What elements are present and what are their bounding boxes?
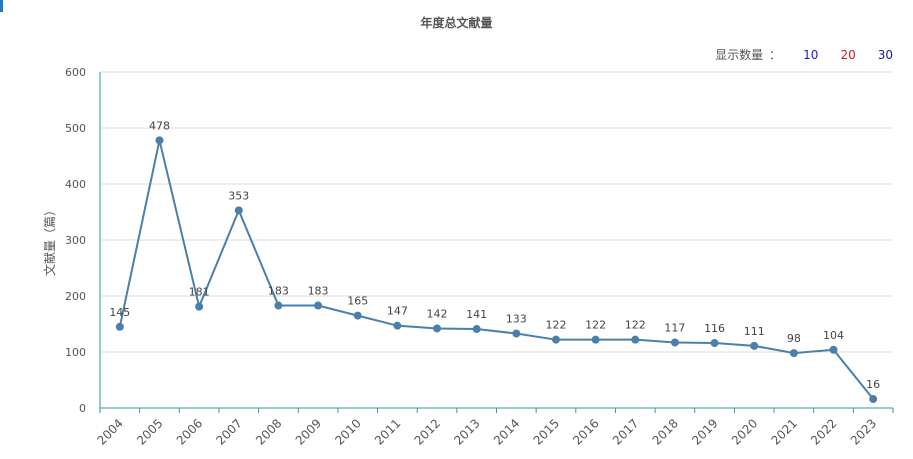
x-tick-2008: 2008 xyxy=(253,416,284,447)
series-line xyxy=(118,140,874,400)
data-point-2006 xyxy=(195,302,204,311)
data-point-2020 xyxy=(750,341,759,350)
display-count-option-10[interactable]: 10 xyxy=(803,47,819,62)
y-tick-500: 500 xyxy=(65,122,86,135)
display-count-option-30[interactable]: 30 xyxy=(877,47,893,62)
data-point-2009 xyxy=(314,301,323,310)
data-label-2005: 478 xyxy=(149,119,170,132)
data-label-2022: 104 xyxy=(823,329,844,342)
series-volume xyxy=(115,136,878,404)
x-tick-2018: 2018 xyxy=(650,416,681,447)
data-point-2007 xyxy=(234,206,243,215)
data-label-2016: 122 xyxy=(585,319,606,332)
y-tick-labels: 0 100 200 300 400 500 600 xyxy=(65,66,86,415)
data-label-2015: 122 xyxy=(545,319,566,332)
data-point-2011 xyxy=(393,321,402,330)
display-count-separator: ： xyxy=(769,48,782,62)
y-tick-300: 300 xyxy=(65,234,86,247)
data-label-2012: 142 xyxy=(427,307,448,320)
data-point-2005 xyxy=(155,136,164,145)
axes xyxy=(99,72,894,413)
x-tick-2019: 2019 xyxy=(689,416,720,447)
x-tick-2012: 2012 xyxy=(412,416,443,447)
display-count-option-20[interactable]: 20 xyxy=(840,47,856,62)
data-label-2020: 111 xyxy=(744,325,765,338)
data-point-2022 xyxy=(829,345,838,354)
data-point-2014 xyxy=(512,329,521,338)
data-label-2010: 165 xyxy=(347,295,368,308)
chart-title: 年度总文献量 xyxy=(420,16,493,30)
data-label-2008: 183 xyxy=(268,285,289,298)
data-point-2010 xyxy=(353,311,362,320)
x-tick-2015: 2015 xyxy=(531,416,562,447)
y-tick-600: 600 xyxy=(65,66,86,79)
y-tick-100: 100 xyxy=(65,346,86,359)
x-tick-2006: 2006 xyxy=(174,416,205,447)
x-tick-2005: 2005 xyxy=(134,416,165,447)
data-label-2019: 116 xyxy=(704,322,725,335)
data-point-2004 xyxy=(115,322,124,331)
data-point-2021 xyxy=(789,349,798,358)
x-tick-2023: 2023 xyxy=(848,416,879,447)
x-tick-2010: 2010 xyxy=(332,416,363,447)
x-tick-2007: 2007 xyxy=(213,416,244,447)
y-tick-200: 200 xyxy=(65,290,86,303)
data-label-2021: 98 xyxy=(787,332,801,345)
data-point-2013 xyxy=(472,325,481,334)
y-tick-400: 400 xyxy=(65,178,86,191)
x-tick-2009: 2009 xyxy=(293,416,324,447)
x-tick-2021: 2021 xyxy=(768,416,799,447)
display-count-label: 显示数量 xyxy=(715,48,764,62)
data-label-2004: 145 xyxy=(109,306,130,319)
data-labels: 145 478 181 353 183 183 165 147 142 141 133 122 122 1… xyxy=(109,119,880,391)
display-count-selector: 显示数量 ： 10 20 30 xyxy=(715,46,893,63)
data-label-2023: 16 xyxy=(866,378,880,391)
grid-lines xyxy=(100,71,893,353)
data-point-2018 xyxy=(670,338,679,347)
data-label-2009: 183 xyxy=(308,285,329,298)
data-point-2008 xyxy=(274,301,283,310)
x-tick-labels: 2004 2005 2006 2007 2008 2009 2010 2011 2012 2013… xyxy=(94,416,879,447)
data-label-2007: 353 xyxy=(228,189,249,202)
data-point-2023 xyxy=(869,395,878,404)
x-tick-2022: 2022 xyxy=(808,416,839,447)
corner-marker xyxy=(0,0,3,12)
x-tick-2020: 2020 xyxy=(729,416,760,447)
data-label-2013: 141 xyxy=(466,308,487,321)
data-label-2006: 181 xyxy=(189,286,210,299)
data-label-2014: 133 xyxy=(506,313,527,326)
x-tick-2016: 2016 xyxy=(570,416,601,447)
data-point-2016 xyxy=(591,335,600,344)
data-label-2018: 117 xyxy=(664,321,685,334)
x-tick-2017: 2017 xyxy=(610,416,641,447)
data-label-2011: 147 xyxy=(387,305,408,318)
x-tick-2014: 2014 xyxy=(491,416,522,447)
data-point-2017 xyxy=(631,335,640,344)
y-tick-0: 0 xyxy=(79,402,86,415)
y-axis-title: 文献量（篇） xyxy=(42,204,57,276)
x-tick-2013: 2013 xyxy=(451,416,482,447)
data-point-2012 xyxy=(433,324,442,333)
data-point-2015 xyxy=(551,335,560,344)
x-tick-2011: 2011 xyxy=(372,416,403,447)
data-label-2017: 122 xyxy=(625,319,646,332)
x-tick-2004: 2004 xyxy=(94,416,125,447)
data-point-2019 xyxy=(710,339,719,348)
